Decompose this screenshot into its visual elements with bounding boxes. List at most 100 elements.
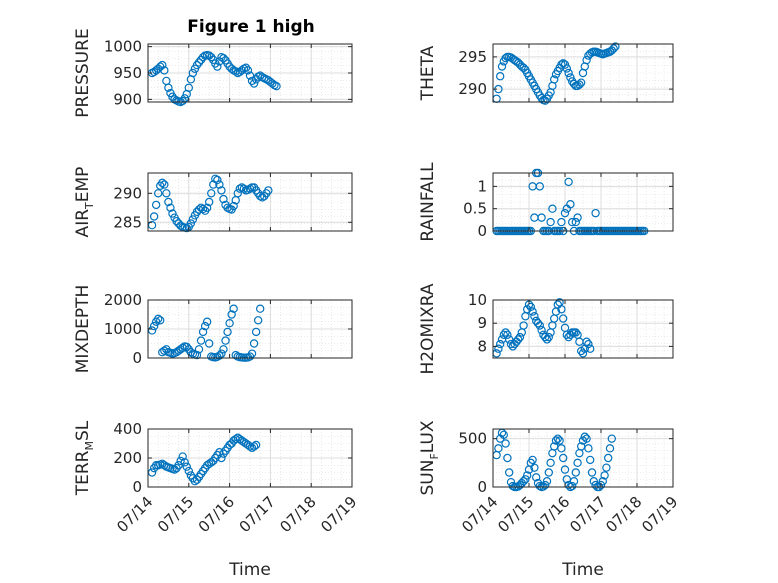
data-point xyxy=(577,78,586,87)
data-point xyxy=(573,458,582,468)
data-point xyxy=(225,319,234,328)
data-point xyxy=(149,212,159,221)
data-point xyxy=(532,473,541,482)
y-axis-label: AIRTEMP xyxy=(73,167,96,238)
y-tick-label: 950 xyxy=(113,64,142,82)
subplot-h2omixra: 8 9 10 H2OMIXRA xyxy=(418,283,674,375)
data-point xyxy=(571,328,581,337)
data-point xyxy=(251,440,261,450)
data-point xyxy=(194,205,204,214)
data-point xyxy=(528,307,537,316)
data-point xyxy=(582,337,591,346)
data-point xyxy=(221,336,230,345)
data-point xyxy=(598,477,608,486)
data-point xyxy=(182,342,191,352)
data-point xyxy=(503,453,512,463)
y-axis-label: RAINFALL xyxy=(418,162,438,242)
data-point xyxy=(533,319,543,328)
data-point xyxy=(166,203,175,212)
data-point xyxy=(553,434,563,443)
data-point xyxy=(229,304,238,313)
data-point xyxy=(535,182,545,191)
y-axis-label-main: RAINFALL xyxy=(418,162,438,242)
data-point xyxy=(204,339,214,348)
data-point xyxy=(528,455,537,465)
data-point xyxy=(557,60,566,69)
data-point xyxy=(546,217,555,227)
y-axis-label-subscript: T xyxy=(83,202,96,210)
data-point xyxy=(160,66,169,75)
data-point xyxy=(609,44,618,53)
data-point xyxy=(591,208,600,218)
y-tick-label: 285 xyxy=(113,213,142,231)
data-point xyxy=(505,468,514,477)
y-axis-label-suffix: EMP xyxy=(73,167,93,203)
data-point xyxy=(192,60,202,70)
data-point xyxy=(215,448,224,457)
x-axis-label: Time xyxy=(228,560,271,580)
data-point xyxy=(494,344,503,353)
data-point xyxy=(151,200,161,210)
data-point xyxy=(519,321,528,330)
data-point xyxy=(560,465,570,474)
data-point xyxy=(249,339,259,348)
y-tick-label: 0 xyxy=(477,222,487,240)
y-axis-label: TERRMSL xyxy=(73,420,96,496)
data-point xyxy=(217,349,226,358)
data-point xyxy=(253,316,263,325)
data-point xyxy=(219,345,228,354)
y-axis-label-main: THETA xyxy=(418,45,438,101)
y-tick-label: 1 xyxy=(477,177,487,195)
subplot-mixdepth: 0 1000 2000 MIXDEPTH xyxy=(73,285,353,374)
data-point xyxy=(586,344,595,353)
data-point xyxy=(568,217,577,227)
data-point xyxy=(223,327,232,337)
y-axis-label: SUNFLUX xyxy=(418,420,441,495)
data-point xyxy=(506,339,516,349)
data-point xyxy=(521,475,530,484)
y-axis-label-main: SUN xyxy=(418,460,438,496)
data-point xyxy=(535,321,545,330)
data-point xyxy=(541,332,550,342)
data-point xyxy=(184,83,193,92)
y-axis-label-main: MIXDEPTH xyxy=(73,285,93,374)
axes-box xyxy=(492,428,674,488)
data-point xyxy=(580,432,590,441)
data-point xyxy=(219,54,228,63)
data-point xyxy=(153,314,163,324)
x-axis-label: Time xyxy=(561,560,604,580)
data-point xyxy=(571,468,581,477)
data-point xyxy=(602,463,611,472)
data-point xyxy=(264,186,273,195)
data-point xyxy=(227,310,236,319)
data-point xyxy=(571,217,581,227)
data-point xyxy=(542,477,552,486)
y-tick-label: 10 xyxy=(468,291,487,309)
data-point xyxy=(499,330,508,339)
data-point xyxy=(501,328,510,337)
data-point xyxy=(241,63,251,72)
data-point xyxy=(188,215,198,224)
y-tick-label: 1000 xyxy=(104,38,142,56)
data-point xyxy=(207,52,216,62)
y-tick-label: 8 xyxy=(477,337,487,355)
data-point xyxy=(575,80,584,89)
subplot-pressure: 900 950 1000 PRESSURE xyxy=(73,28,353,118)
data-point xyxy=(560,208,570,218)
data-point xyxy=(239,184,249,193)
data-point xyxy=(559,314,568,323)
data-point xyxy=(219,194,228,204)
data-point xyxy=(557,444,566,453)
y-tick-label: 0.5 xyxy=(463,200,487,218)
data-point xyxy=(202,203,212,212)
data-point xyxy=(251,327,261,337)
y-tick-label: 9 xyxy=(477,314,487,332)
data-point xyxy=(611,42,620,51)
data-point xyxy=(557,217,566,227)
data-point xyxy=(559,453,568,463)
y-tick-label: 0 xyxy=(132,478,142,496)
data-point xyxy=(149,321,159,331)
data-point xyxy=(202,317,212,326)
data-point xyxy=(569,477,579,486)
